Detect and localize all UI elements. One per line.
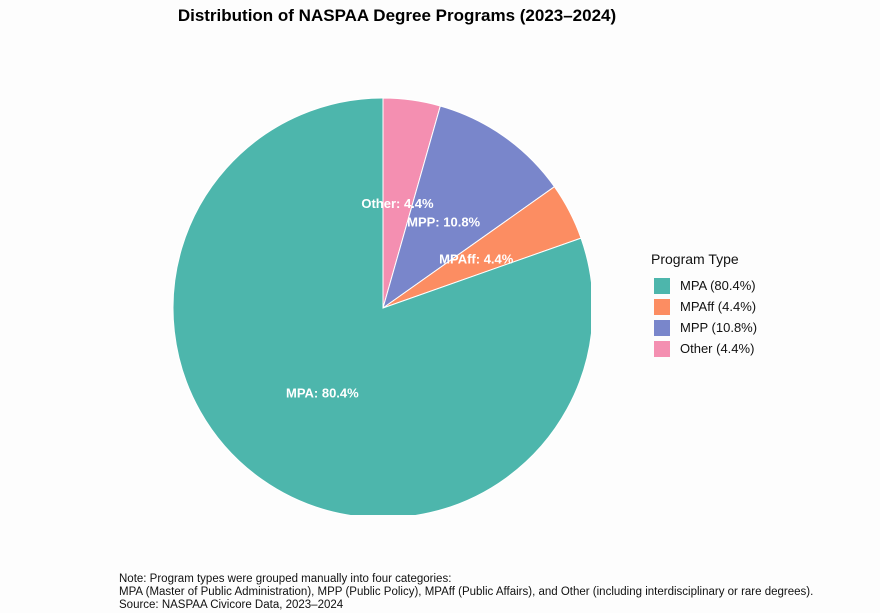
legend-item-mpa: MPA (80.4%) [651,275,757,296]
legend-item-mpaff: MPAff (4.4%) [651,296,757,317]
slice-mpa [172,97,591,515]
legend-swatch [654,319,670,336]
legend-title: Program Type [651,251,739,267]
legend-item-other: Other (4.4%) [651,338,757,359]
slice-label-mpa: MPA: 80.4% [286,386,359,401]
legend-item-mpp: MPP (10.8%) [651,317,757,338]
legend-swatch [654,340,670,357]
legend-label: MPAff (4.4%) [680,299,757,314]
source-line: Source: NASPAA Civicore Data, 2023–2024 [119,599,344,611]
note-line: MPA (Master of Public Administration), M… [119,586,814,598]
legend-label: Other (4.4%) [680,341,755,356]
legend: Program Type MPA (80.4%) MPAff (4.4%) MP… [651,251,757,359]
caption: Note: Program types were grouped manuall… [119,573,813,612]
slice-label-mpaff: MPAff: 4.4% [439,252,514,267]
slice-label-other: Other: 4.4% [361,196,434,211]
legend-label: MPA (80.4%) [680,278,756,293]
chart-title: Distribution of NASPAA Degree Programs (… [177,6,617,25]
legend-label: MPP (10.8%) [680,320,758,335]
legend-swatch [654,277,670,294]
note-line: Note: Program types were grouped manuall… [119,573,452,585]
slice-mpp [382,105,556,310]
slice-label-mpp: MPP: 10.8% [407,214,480,229]
legend-swatch [654,298,670,315]
